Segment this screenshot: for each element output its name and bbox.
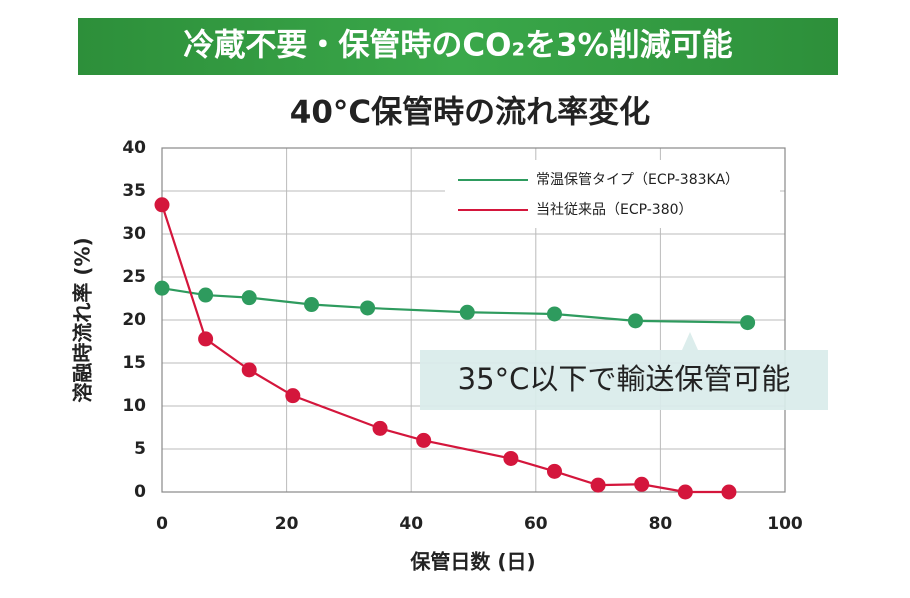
data-point [416,432,432,448]
legend-label: 常温保管タイプ（ECP-383KA） [536,172,739,188]
annotation: 35°C以下で輸送保管可能 [458,362,791,396]
y-axis-label: 溶融時流れ率 (%) [71,237,95,402]
data-point [677,484,693,500]
x-tick-label: 60 [524,514,548,534]
x-tick-label: 40 [399,514,423,534]
banner-bg [78,18,838,75]
data-point [285,388,301,404]
chart-title: 40°C保管時の流れ率変化 [290,95,650,131]
x-tick-label: 0 [156,514,168,534]
data-point [503,450,519,466]
data-point [546,463,562,479]
y-tick-label: 0 [134,482,146,502]
banner: 冷蔵不要・保管時のCO₂を3%削減可能 [183,28,732,64]
data-point [627,313,643,329]
y-tick-label: 15 [122,353,146,373]
plot-frame [161,147,786,493]
y-tick-label: 20 [122,310,146,330]
x-tick-label: 100 [767,514,803,534]
y-tick-label: 40 [122,138,146,158]
data-point [546,306,562,322]
data-point [154,280,170,296]
data-point [154,197,170,213]
legend-box [445,160,780,228]
y-tick-label: 25 [122,267,146,287]
x-tick-label: 20 [275,514,299,534]
annotation-box [420,332,828,410]
data-point [360,300,376,316]
data-point [721,484,737,500]
data-point [634,476,650,492]
data-point [459,304,475,320]
x-tick-label: 80 [649,514,673,534]
data-point [198,331,214,347]
x-axis-label: 保管日数 (日) [409,550,535,574]
data-point [372,420,388,436]
y-tick-label: 35 [122,181,146,201]
y-tick-label: 5 [134,439,146,459]
data-point [590,477,606,493]
data-point [198,287,214,303]
data-point [740,315,756,331]
data-point [304,297,320,313]
y-tick-label: 10 [122,396,146,416]
legend-label: 当社従来品（ECP-380） [536,202,693,218]
y-tick-label: 30 [122,224,146,244]
data-point [241,290,257,306]
data-point [241,362,257,378]
